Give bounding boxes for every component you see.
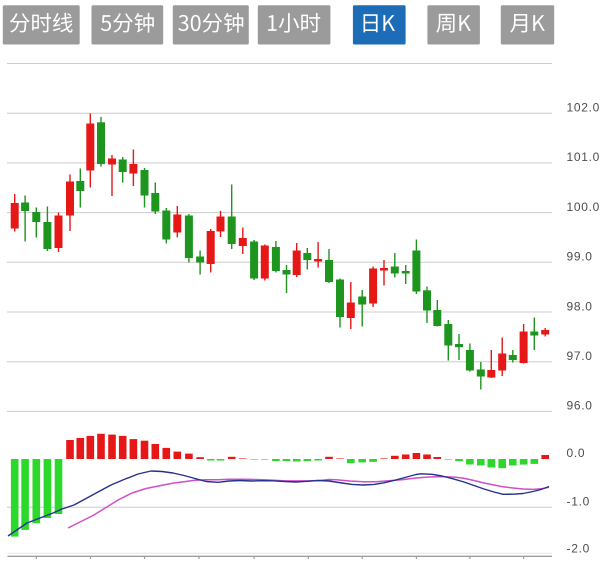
svg-text:-2.0: -2.0 [567, 541, 590, 555]
svg-text:100.0: 100.0 [567, 200, 601, 214]
svg-text:99.0: 99.0 [567, 250, 593, 264]
svg-text:97.0: 97.0 [567, 349, 593, 363]
svg-text:102.0: 102.0 [567, 101, 601, 115]
svg-text:96.0: 96.0 [567, 399, 593, 413]
svg-text:0.0: 0.0 [567, 446, 586, 460]
svg-text:101.0: 101.0 [567, 150, 601, 164]
svg-text:98.0: 98.0 [567, 299, 593, 313]
svg-text:-1.0: -1.0 [567, 495, 590, 509]
